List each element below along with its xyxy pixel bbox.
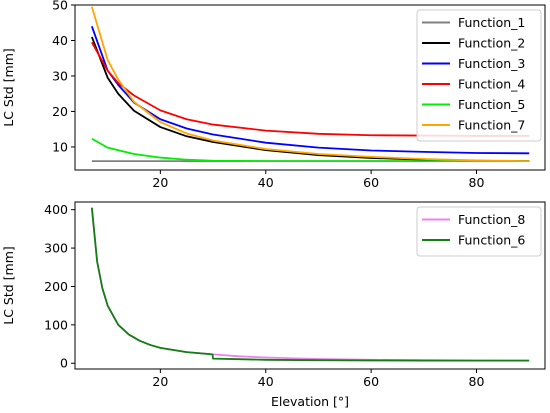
x-tick-label: 60	[363, 175, 379, 190]
series-line-function-5	[91, 137, 530, 163]
x-tick-label: 20	[152, 374, 168, 389]
x-tick-label: 20	[152, 175, 168, 190]
y-tick-label: 0	[60, 356, 68, 371]
legend: Function_1 Function_2 Function_3 Function_4…	[416, 9, 542, 142]
bottom-panel: 20 40 60 80 0 100 200 300 400 LC Std [mm] Elevatio…	[1, 201, 546, 409]
legend-label: Function_2	[458, 36, 525, 51]
y-tick-label: 30	[52, 68, 68, 83]
y-tick-label: 50	[52, 0, 68, 13]
y-tick-label: 100	[44, 317, 68, 332]
series-lines	[90, 207, 530, 362]
y-tick-label: 400	[44, 202, 68, 217]
x-tick-label: 80	[469, 374, 485, 389]
y-tick-label: 40	[52, 33, 68, 48]
legend-label: Function_5	[458, 97, 525, 112]
legend-label: Function_1	[458, 15, 525, 30]
x-axis-title: Elevation [°]	[271, 394, 349, 409]
legend-label: Function_3	[458, 56, 525, 71]
plot-frame	[74, 201, 546, 370]
y-axis-title: LC Std [mm]	[1, 246, 16, 325]
legend-label: Function_7	[458, 118, 525, 133]
plot-frame	[74, 4, 546, 171]
x-tick-label: 80	[469, 175, 485, 190]
legend-label: Function_4	[458, 77, 525, 92]
legend-label: Function_8	[458, 212, 525, 227]
y-axis-title: LC Std [mm]	[1, 48, 16, 127]
series-line-function-6	[90, 207, 530, 362]
y-tick-label: 20	[52, 104, 68, 119]
y-tick-label: 10	[52, 139, 68, 154]
x-tick-label: 60	[363, 374, 379, 389]
x-tick-label: 40	[258, 175, 274, 190]
y-tick-label: 200	[44, 279, 68, 294]
series-line-function-3	[91, 25, 530, 155]
series-line-function-7	[90, 6, 530, 163]
series-lines	[90, 6, 530, 163]
legend: Function_8 Function_6	[416, 206, 542, 257]
legend-label: Function_6	[458, 233, 525, 248]
y-tick-label: 300	[44, 241, 68, 256]
x-tick-label: 40	[258, 374, 274, 389]
